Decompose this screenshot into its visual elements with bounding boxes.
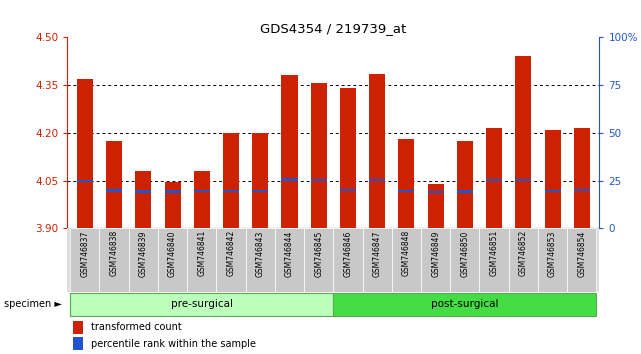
Bar [515, 56, 531, 228]
Bar [165, 182, 181, 228]
Bar [135, 190, 151, 193]
Bar [246, 228, 275, 292]
Bar [187, 228, 217, 292]
Bar [99, 228, 129, 292]
Bar [544, 190, 561, 192]
Bar [72, 337, 83, 350]
Bar [574, 128, 590, 228]
Bar [574, 189, 590, 192]
Bar [369, 179, 385, 182]
Bar [538, 228, 567, 292]
Bar [479, 228, 509, 292]
Text: GSM746851: GSM746851 [490, 230, 499, 276]
Bar [311, 83, 327, 228]
Text: GSM746850: GSM746850 [460, 230, 469, 276]
Bar [165, 190, 181, 193]
Text: GSM746845: GSM746845 [314, 230, 323, 276]
Text: percentile rank within the sample: percentile rank within the sample [91, 339, 256, 349]
Bar [421, 228, 450, 292]
Bar [486, 128, 502, 228]
Text: GSM746839: GSM746839 [139, 230, 148, 276]
Text: GSM746837: GSM746837 [80, 230, 89, 276]
Bar [509, 228, 538, 292]
Bar [369, 74, 385, 228]
Bar [71, 228, 99, 292]
Bar [311, 179, 327, 181]
Bar [77, 79, 93, 228]
Bar [281, 75, 297, 228]
Bar [428, 191, 444, 193]
Bar [398, 190, 415, 192]
Bar [194, 171, 210, 228]
Text: GSM746844: GSM746844 [285, 230, 294, 276]
Bar [398, 139, 415, 228]
Bar [340, 88, 356, 228]
Text: GSM746852: GSM746852 [519, 230, 528, 276]
Text: GSM746847: GSM746847 [372, 230, 381, 276]
Text: GSM746843: GSM746843 [256, 230, 265, 276]
Bar [392, 228, 421, 292]
Bar [158, 228, 187, 292]
Bar [77, 179, 93, 182]
Bar [486, 179, 502, 182]
Text: GSM746840: GSM746840 [168, 230, 177, 276]
Bar [333, 293, 596, 316]
Title: GDS4354 / 219739_at: GDS4354 / 219739_at [260, 22, 406, 35]
Bar [106, 141, 122, 228]
Bar [72, 321, 83, 333]
Bar [544, 130, 561, 228]
Bar [333, 228, 363, 292]
Bar [275, 228, 304, 292]
Text: transformed count: transformed count [91, 322, 182, 332]
Text: post-surgical: post-surgical [431, 299, 499, 309]
Bar [135, 171, 151, 228]
Bar [457, 190, 473, 193]
Text: GSM746838: GSM746838 [110, 230, 119, 276]
Bar [304, 228, 333, 292]
Bar [428, 184, 444, 228]
Bar [457, 141, 473, 228]
Bar [363, 228, 392, 292]
Text: GSM746849: GSM746849 [431, 230, 440, 276]
Bar [252, 133, 269, 228]
Text: GSM746846: GSM746846 [344, 230, 353, 276]
Bar [567, 228, 596, 292]
Bar [450, 228, 479, 292]
Bar [281, 178, 297, 181]
Text: GSM746842: GSM746842 [226, 230, 235, 276]
Bar [223, 190, 239, 192]
Text: GSM746848: GSM746848 [402, 230, 411, 276]
Bar [106, 189, 122, 192]
Bar [515, 179, 531, 181]
Text: GSM746853: GSM746853 [548, 230, 557, 276]
Bar [217, 228, 246, 292]
Text: specimen ►: specimen ► [4, 299, 62, 309]
Bar [252, 190, 269, 192]
Bar [194, 190, 210, 192]
Text: GSM746841: GSM746841 [197, 230, 206, 276]
Text: GSM746854: GSM746854 [578, 230, 587, 276]
Text: pre-surgical: pre-surgical [171, 299, 233, 309]
Bar [129, 228, 158, 292]
Bar [340, 189, 356, 192]
Bar [71, 293, 333, 316]
Bar [223, 133, 239, 228]
